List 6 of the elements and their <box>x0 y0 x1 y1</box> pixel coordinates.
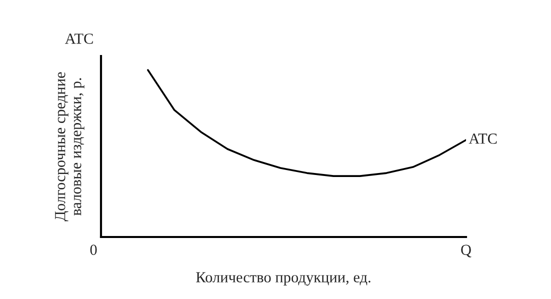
x-axis-title: Количество продукции, ед. <box>196 272 370 286</box>
series-label: ATC <box>468 134 497 144</box>
text: ATC <box>64 34 93 44</box>
y-axis-title: Долгосрочные средние валовые издержки, р. <box>55 72 84 222</box>
text: Q <box>461 244 472 258</box>
text: 0 <box>90 244 97 255</box>
